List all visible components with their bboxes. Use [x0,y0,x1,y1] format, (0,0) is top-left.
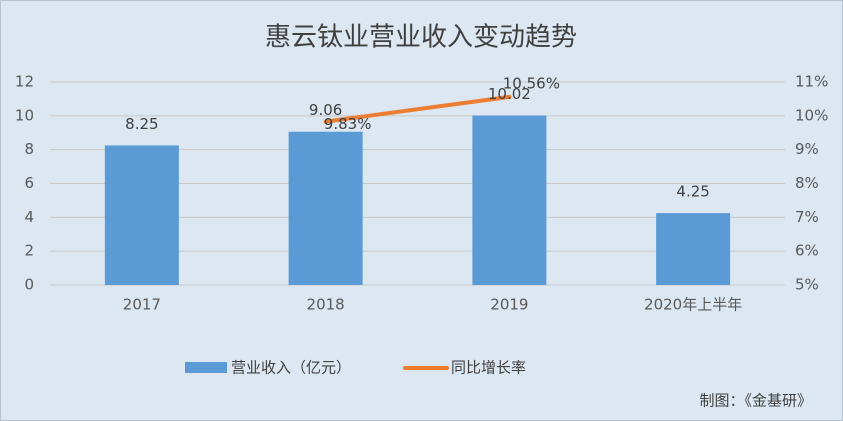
x-tick-label: 2018 [307,296,345,314]
value-label: 10.56% [503,74,560,92]
y-tick-label: 0 [24,276,34,294]
bar [104,145,179,285]
bar [288,131,363,285]
value-label: 9.83% [324,115,372,133]
y2-tick-label: 9% [795,140,819,158]
bar [656,213,731,285]
value-label: 4.25 [676,183,709,201]
y2-tick-label: 5% [795,276,819,294]
value-label: 10.02 [488,85,531,103]
value-label: 9.06 [309,101,342,119]
bar [472,115,547,286]
y-tick-label: 4 [24,208,34,226]
y2-tick-label: 7% [795,208,819,226]
y-tick-label: 6 [24,174,34,192]
y2-tick-label: 6% [795,242,819,260]
value-label: 8.25 [125,115,158,133]
y-tick-label: 10 [15,106,34,124]
legend-swatch [185,362,227,373]
y-tick-label: 12 [15,73,34,91]
y-tick-label: 8 [24,140,34,158]
y2-tick-label: 11% [795,73,828,91]
chart-title: 惠云钛业营业收入变动趋势 [265,23,577,53]
footnote: 制图：《金基研》 [699,392,812,410]
legend-label: 同比增长率 [451,359,526,377]
y2-tick-label: 10% [795,106,828,124]
legend-label: 营业收入（亿元） [231,359,351,377]
y2-tick-label: 8% [795,174,819,192]
line [323,94,512,124]
x-tick-label: 2020年上半年 [644,296,742,314]
y-tick-label: 2 [24,242,34,260]
x-tick-label: 2019 [490,296,528,314]
x-tick-label: 2017 [123,296,161,314]
